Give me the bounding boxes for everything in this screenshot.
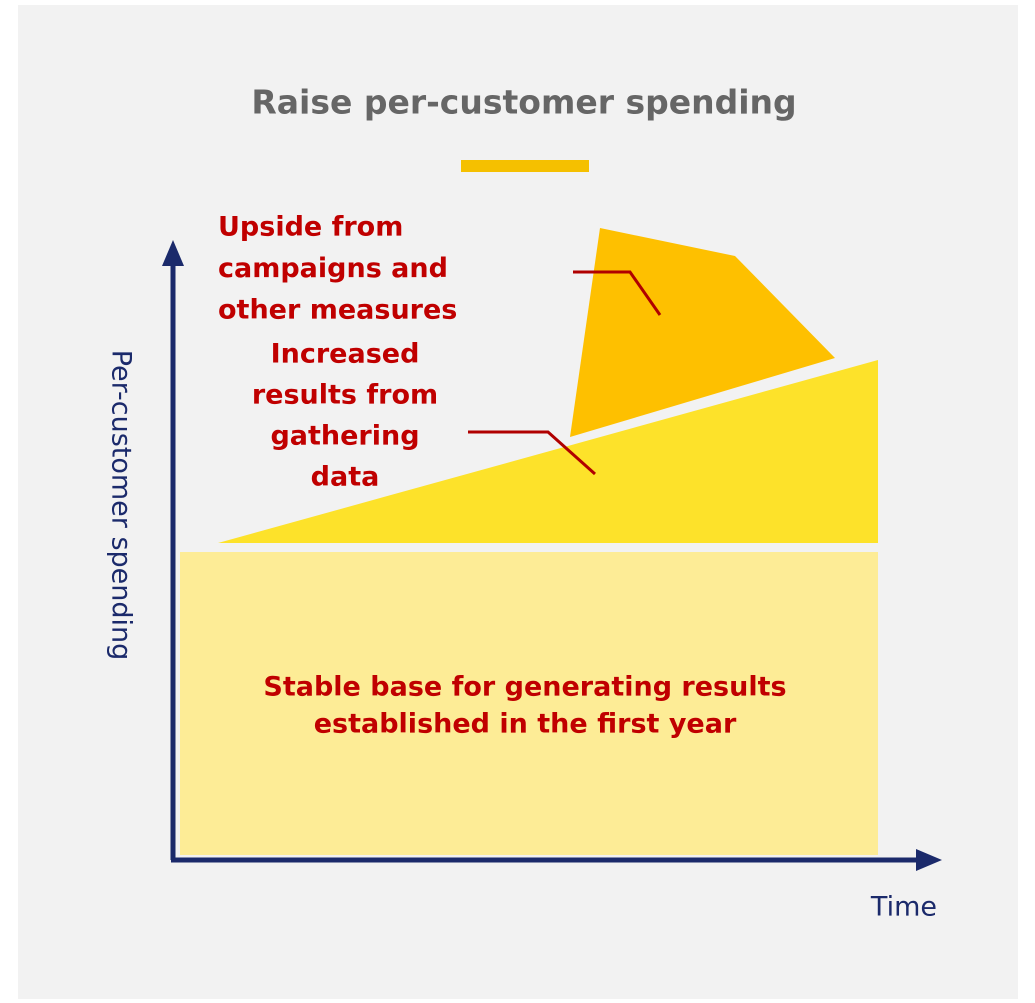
x-axis-label: Time xyxy=(870,892,937,923)
y-axis-label: Per-customer spending xyxy=(106,350,137,661)
region-label: gathering xyxy=(270,421,419,452)
leader-line xyxy=(573,270,662,316)
region-label: Increased xyxy=(271,339,420,370)
data-region xyxy=(218,360,878,543)
region-label: established in the first year xyxy=(314,709,737,740)
title: Raise per-customer spending xyxy=(251,83,796,122)
region-label: other measures xyxy=(218,295,457,326)
base-region xyxy=(180,552,878,855)
region-label: campaigns and xyxy=(218,253,448,284)
region-labels: Upside from campaigns and other measures In… xyxy=(218,212,787,740)
x-axis-arrow xyxy=(916,849,942,871)
leader-line xyxy=(468,430,596,476)
y-axis-arrow xyxy=(162,240,184,266)
region-label: Stable base for generating results xyxy=(263,672,786,703)
title-underline xyxy=(461,160,589,172)
region-label: Upside from xyxy=(218,212,403,243)
region-label: data xyxy=(311,462,380,493)
region-label: results from xyxy=(252,380,438,411)
